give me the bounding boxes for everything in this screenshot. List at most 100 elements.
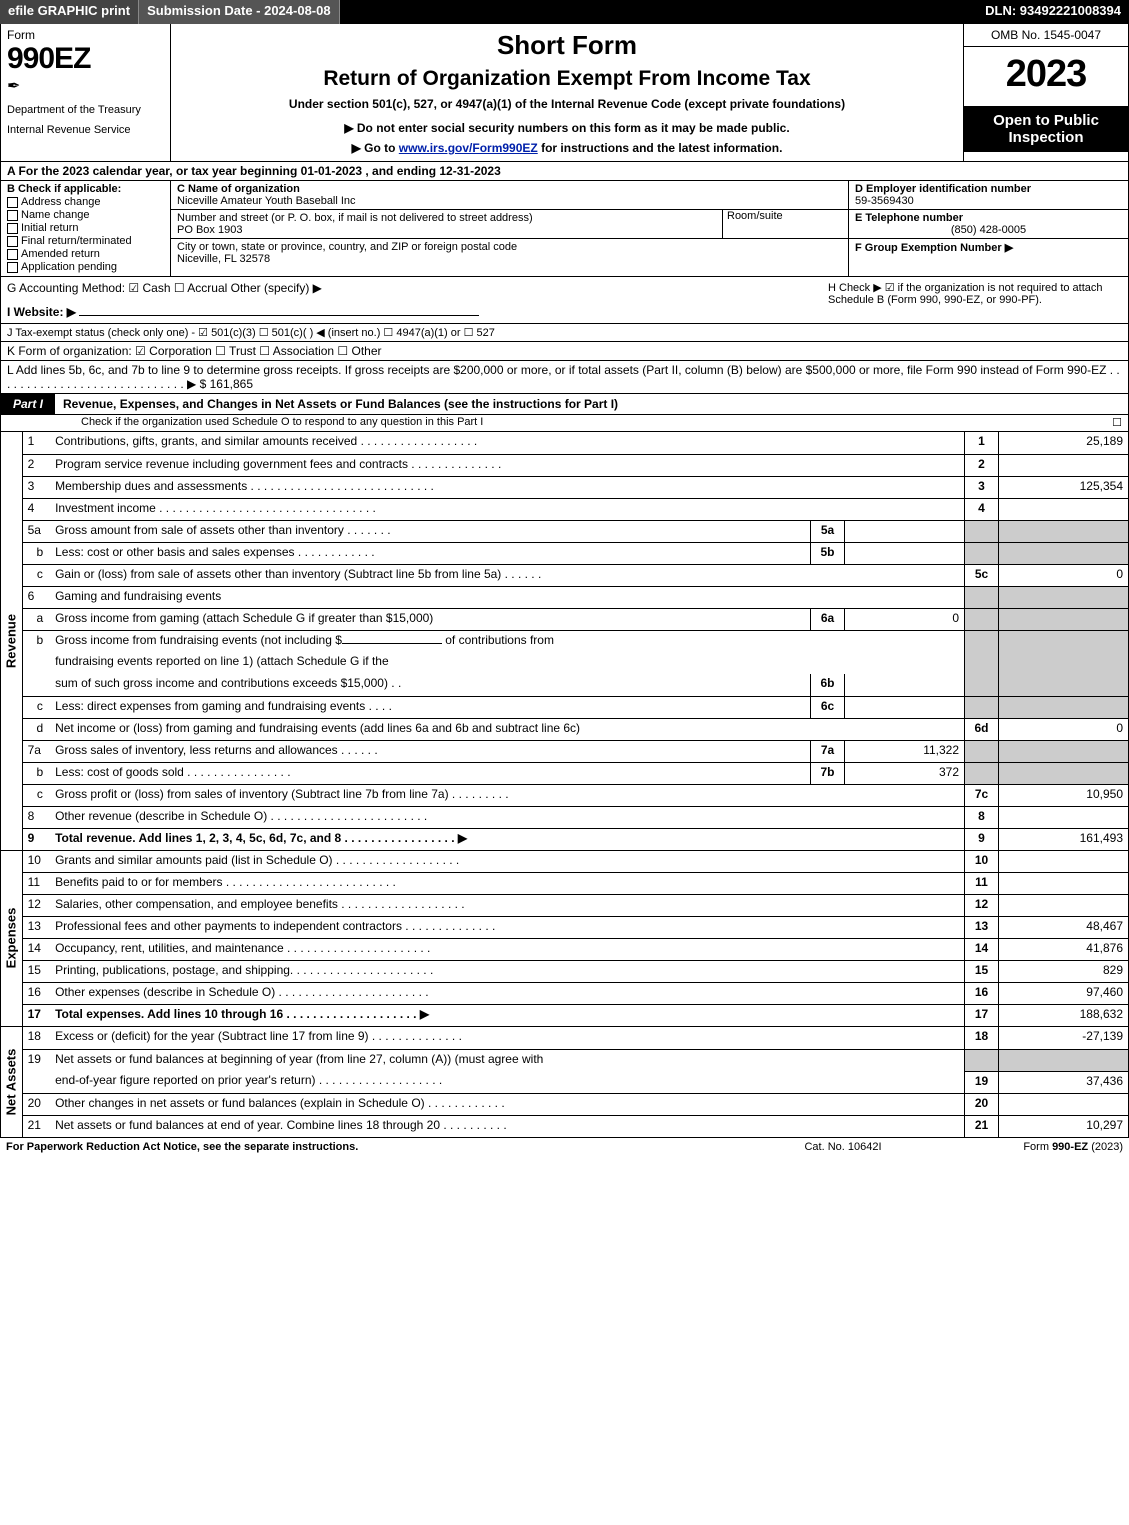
tax-year: 2023 <box>964 47 1128 106</box>
form-label: Form <box>7 28 164 42</box>
revenue-table: 1Contributions, gifts, grants, and simil… <box>22 432 1129 851</box>
irs-link[interactable]: www.irs.gov/Form990EZ <box>399 141 538 155</box>
c-name-of-org: C Name of organization Niceville Amateur… <box>171 181 848 210</box>
ghi-left: G Accounting Method: ☑ Cash ☐ Accrual Ot… <box>7 281 822 319</box>
room-suite-label: Room/suite <box>727 210 783 222</box>
efile-print-button[interactable]: efile GRAPHIC print <box>0 0 139 24</box>
line-5a: 5aGross amount from sale of assets other… <box>22 520 1128 542</box>
c-city-state-zip: City or town, state or province, country… <box>171 239 848 267</box>
main-title: Return of Organization Exempt From Incom… <box>177 67 957 91</box>
header-left: Form 990EZ ✒︎ Department of the Treasury… <box>1 24 171 161</box>
line-10: 10Grants and similar amounts paid (list … <box>22 851 1128 873</box>
under-section: Under section 501(c), 527, or 4947(a)(1)… <box>177 97 957 111</box>
part-i-tag: Part I <box>1 394 55 414</box>
col-c-org-info: C Name of organization Niceville Amateur… <box>171 181 848 276</box>
check-initial-return[interactable]: Initial return <box>7 222 164 234</box>
line-h-schedule-b: H Check ▶ ☑ if the organization is not r… <box>822 281 1122 319</box>
tree-icon: ✒︎ <box>7 76 164 96</box>
line-6d: dNet income or (loss) from gaming and fu… <box>22 718 1128 740</box>
net-assets-side-label: Net Assets <box>0 1027 22 1138</box>
line-2: 2Program service revenue including gover… <box>22 454 1128 476</box>
dln: DLN: 93492221008394 <box>977 0 1129 24</box>
col-d-ein-tel: D Employer identification number 59-3569… <box>848 181 1128 276</box>
part-i-check-line: Check if the organization used Schedule … <box>0 415 1129 432</box>
topbar-spacer <box>340 0 978 24</box>
footer-form-ref: Form 990-EZ (2023) <box>943 1141 1123 1153</box>
line-12: 12Salaries, other compensation, and empl… <box>22 895 1128 917</box>
header-right: OMB No. 1545-0047 2023 Open to Public In… <box>963 24 1128 161</box>
goto-pre: ▶ Go to <box>352 141 399 155</box>
form-number: 990EZ <box>7 42 164 76</box>
check-address-change[interactable]: Address change <box>7 196 164 208</box>
goto-line: ▶ Go to www.irs.gov/Form990EZ for instru… <box>177 141 957 155</box>
gross-receipts-amount: 161,865 <box>210 377 253 391</box>
line-19a: 19Net assets or fund balances at beginni… <box>22 1049 1128 1071</box>
row-a-tax-year: A For the 2023 calendar year, or tax yea… <box>0 162 1129 181</box>
irs-label: Internal Revenue Service <box>7 124 164 136</box>
line-17: 17Total expenses. Add lines 10 through 1… <box>22 1005 1128 1027</box>
line-16: 16Other expenses (describe in Schedule O… <box>22 983 1128 1005</box>
net-assets-table: 18Excess or (deficit) for the year (Subt… <box>22 1027 1129 1138</box>
line-20: 20Other changes in net assets or fund ba… <box>22 1093 1128 1115</box>
part-i-header: Part I Revenue, Expenses, and Changes in… <box>0 394 1129 415</box>
line-15: 15Printing, publications, postage, and s… <box>22 961 1128 983</box>
ssn-warning: ▶ Do not enter social security numbers o… <box>177 121 957 135</box>
check-name-change[interactable]: Name change <box>7 209 164 221</box>
city-state-zip-value: Niceville, FL 32578 <box>177 253 270 265</box>
row-g-h-i: G Accounting Method: ☑ Cash ☐ Accrual Ot… <box>0 277 1129 324</box>
line-5b: bLess: cost or other basis and sales exp… <box>22 542 1128 564</box>
line-5c: cGain or (loss) from sale of assets othe… <box>22 564 1128 586</box>
line-j-tax-exempt: J Tax-exempt status (check only one) - ☑… <box>0 324 1129 342</box>
d-ein: D Employer identification number 59-3569… <box>849 181 1128 210</box>
check-amended-return[interactable]: Amended return <box>7 248 164 260</box>
line-g-accounting: G Accounting Method: ☑ Cash ☐ Accrual Ot… <box>7 281 822 295</box>
net-assets-section: Net Assets 18Excess or (deficit) for the… <box>0 1027 1129 1138</box>
line-21: 21Net assets or fund balances at end of … <box>22 1115 1128 1137</box>
address-value: PO Box 1903 <box>177 224 242 236</box>
check-application-pending[interactable]: Application pending <box>7 261 164 273</box>
goto-post: for instructions and the latest informat… <box>538 141 783 155</box>
part-i-checkbox[interactable]: ☐ <box>1112 416 1122 429</box>
line-k-form-of-org: K Form of organization: ☑ Corporation ☐ … <box>0 342 1129 361</box>
ein-value: 59-3569430 <box>855 195 914 207</box>
line-6b-3: sum of such gross income and contributio… <box>22 674 1128 696</box>
line-1: 1Contributions, gifts, grants, and simil… <box>22 432 1128 454</box>
top-bar: efile GRAPHIC print Submission Date - 20… <box>0 0 1129 24</box>
check-final-return[interactable]: Final return/terminated <box>7 235 164 247</box>
footer-paperwork-notice: For Paperwork Reduction Act Notice, see … <box>6 1141 743 1153</box>
line-6c: cLess: direct expenses from gaming and f… <box>22 696 1128 718</box>
line-13: 13Professional fees and other payments t… <box>22 917 1128 939</box>
line-7c: cGross profit or (loss) from sales of in… <box>22 784 1128 806</box>
org-name: Niceville Amateur Youth Baseball Inc <box>177 195 356 207</box>
footer-cat-no: Cat. No. 10642I <box>743 1141 943 1153</box>
c-address: Number and street (or P. O. box, if mail… <box>171 210 848 239</box>
line-8: 8Other revenue (describe in Schedule O) … <box>22 806 1128 828</box>
line-i-website: I Website: ▶ <box>7 305 822 319</box>
line-l-gross-receipts: L Add lines 5b, 6c, and 7b to line 9 to … <box>0 361 1129 394</box>
expenses-section: Expenses 10Grants and similar amounts pa… <box>0 851 1129 1028</box>
open-to-public: Open to Public Inspection <box>964 106 1128 152</box>
line-3: 3Membership dues and assessments . . . .… <box>22 476 1128 498</box>
col-b-checkboxes: B Check if applicable: Address change Na… <box>1 181 171 276</box>
line-6b: b Gross income from fundraising events (… <box>22 630 1128 652</box>
d-telephone: E Telephone number (850) 428-0005 <box>849 210 1128 239</box>
revenue-section: Revenue 1Contributions, gifts, grants, a… <box>0 432 1129 851</box>
expenses-table: 10Grants and similar amounts paid (list … <box>22 851 1129 1028</box>
line-19b: end-of-year figure reported on prior yea… <box>22 1071 1128 1093</box>
form-header: Form 990EZ ✒︎ Department of the Treasury… <box>0 24 1129 162</box>
line-11: 11Benefits paid to or for members . . . … <box>22 873 1128 895</box>
omb-number: OMB No. 1545-0047 <box>964 24 1128 47</box>
revenue-side-label: Revenue <box>0 432 22 851</box>
short-form-title: Short Form <box>177 30 957 61</box>
submission-date: Submission Date - 2024-08-08 <box>139 0 340 24</box>
expenses-side-label: Expenses <box>0 851 22 1028</box>
block-bcd: B Check if applicable: Address change Na… <box>0 181 1129 277</box>
line-6: 6Gaming and fundraising events <box>22 586 1128 608</box>
line-6b-2: fundraising events reported on line 1) (… <box>22 652 1128 674</box>
line-6a: aGross income from gaming (attach Schedu… <box>22 608 1128 630</box>
header-center: Short Form Return of Organization Exempt… <box>171 24 963 161</box>
line-4: 4Investment income . . . . . . . . . . .… <box>22 498 1128 520</box>
page-footer: For Paperwork Reduction Act Notice, see … <box>0 1138 1129 1156</box>
line-7a: 7aGross sales of inventory, less returns… <box>22 740 1128 762</box>
dept-treasury: Department of the Treasury <box>7 104 164 116</box>
